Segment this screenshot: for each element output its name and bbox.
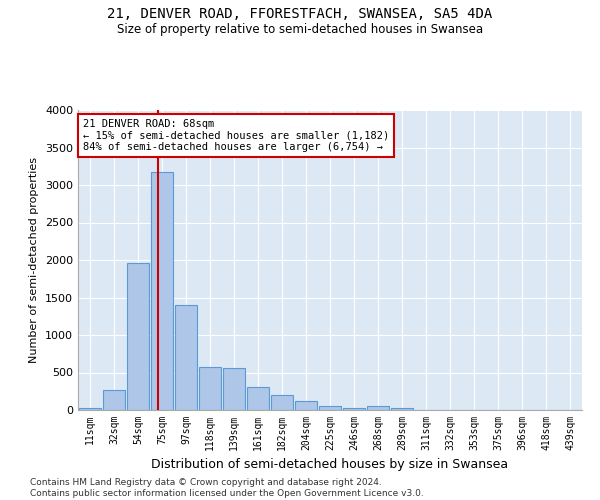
Bar [175, 305, 197, 410]
Y-axis label: Number of semi-detached properties: Number of semi-detached properties [29, 157, 40, 363]
Text: Contains HM Land Registry data © Crown copyright and database right 2024.
Contai: Contains HM Land Registry data © Crown c… [30, 478, 424, 498]
Bar [79, 408, 101, 410]
Bar [199, 367, 221, 410]
Bar [247, 387, 269, 410]
Bar [127, 263, 149, 410]
Bar [295, 401, 317, 410]
Text: Size of property relative to semi-detached houses in Swansea: Size of property relative to semi-detach… [117, 22, 483, 36]
Text: 21 DENVER ROAD: 68sqm
← 15% of semi-detached houses are smaller (1,182)
84% of s: 21 DENVER ROAD: 68sqm ← 15% of semi-deta… [83, 119, 389, 152]
Bar [223, 368, 245, 410]
Bar [271, 395, 293, 410]
Bar [151, 172, 173, 410]
Bar [367, 406, 389, 410]
Bar [391, 408, 413, 410]
Bar [343, 408, 365, 410]
Bar [319, 406, 341, 410]
Text: 21, DENVER ROAD, FFORESTFACH, SWANSEA, SA5 4DA: 21, DENVER ROAD, FFORESTFACH, SWANSEA, S… [107, 8, 493, 22]
X-axis label: Distribution of semi-detached houses by size in Swansea: Distribution of semi-detached houses by … [151, 458, 509, 471]
Bar [103, 390, 125, 410]
